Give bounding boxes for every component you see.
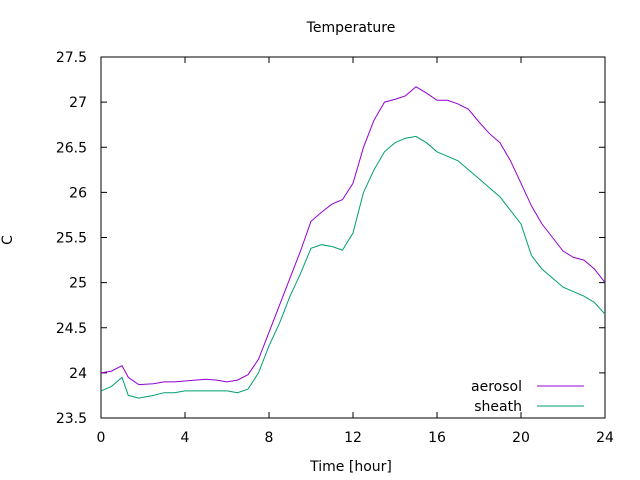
x-tick-label: 24 xyxy=(596,430,614,446)
x-axis-label: Time [hour] xyxy=(309,459,392,475)
chart-title: Temperature xyxy=(306,20,396,36)
series-line-aerosol xyxy=(100,86,606,386)
series-lines xyxy=(100,86,606,399)
y-tick-label: 27 xyxy=(69,95,87,111)
y-tick-label: 24 xyxy=(69,366,87,382)
plot-frame xyxy=(100,56,606,419)
x-tick-label: 16 xyxy=(428,430,446,446)
y-tick-label: 26 xyxy=(69,185,87,201)
legend: aerosol sheath xyxy=(471,379,584,415)
legend-label-aerosol: aerosol xyxy=(471,379,522,395)
legend-label-sheath: sheath xyxy=(474,399,522,415)
x-tick-label: 0 xyxy=(97,430,106,446)
y-tick-label: 26.5 xyxy=(56,140,87,156)
y-axis-label: C xyxy=(0,235,16,245)
axis-ticks: 0 4 8 12 16 20 24 23.5 24 24.5 25 25.5 26 26.5 27 27.5 xyxy=(56,50,614,446)
x-tick-label: 12 xyxy=(344,430,362,446)
y-tick-label: 24.5 xyxy=(56,321,87,337)
y-tick-label: 27.5 xyxy=(56,50,87,66)
x-tick-label: 8 xyxy=(265,430,274,446)
y-tick-label: 25.5 xyxy=(56,231,87,247)
y-tick-label: 23.5 xyxy=(56,411,87,427)
plot-area xyxy=(100,56,606,419)
series-line-sheath xyxy=(100,135,606,399)
x-tick-label: 20 xyxy=(512,430,530,446)
x-tick-label: 4 xyxy=(181,430,190,446)
y-tick-label: 25 xyxy=(69,276,87,292)
